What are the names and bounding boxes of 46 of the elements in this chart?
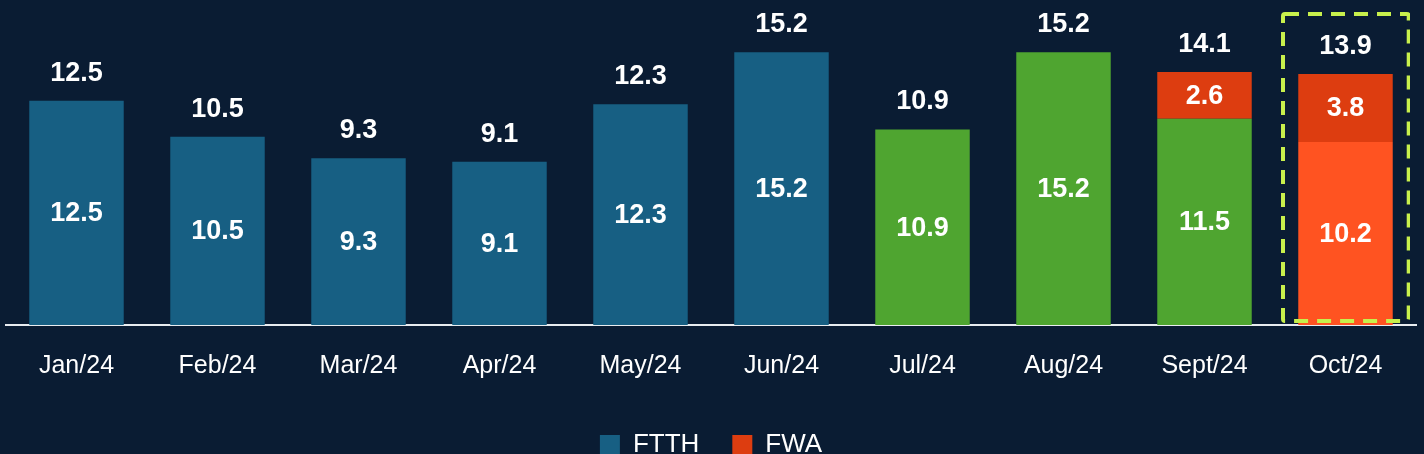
legend-label: FWA: [765, 428, 823, 454]
bar: [593, 104, 688, 325]
total-label: 9.1: [480, 117, 519, 148]
data-label: 10.9: [896, 211, 949, 242]
data-label: 12.3: [614, 199, 667, 230]
x-tick-label: Aug/24: [1023, 349, 1104, 378]
x-tick-label: Oct/24: [1308, 349, 1383, 378]
data-label: 2.6: [1185, 79, 1224, 110]
data-label: 10.2: [1319, 217, 1372, 248]
total-label: 15.2: [1037, 8, 1090, 39]
total-label: 12.3: [614, 60, 667, 91]
x-tick-label: Feb/24: [178, 349, 257, 378]
bar: [1298, 73, 1393, 143]
data-label: 10.5: [191, 215, 244, 246]
x-tick-label: Jul/24: [889, 349, 956, 378]
total-label: 15.2: [755, 8, 808, 39]
data-label: 15.2: [755, 173, 808, 204]
total-label: 12.5: [50, 56, 103, 87]
total-label: 10.5: [191, 92, 244, 123]
bar: [875, 129, 970, 325]
bar: [1298, 142, 1393, 325]
bar: [1157, 72, 1252, 119]
total-label: 13.9: [1319, 29, 1372, 60]
x-tick-label: Sept/24: [1161, 349, 1248, 378]
data-label: 9.1: [480, 227, 519, 258]
bar: [311, 158, 406, 325]
bar: [1157, 118, 1252, 325]
x-tick-label: May/24: [599, 349, 682, 378]
bar: [734, 52, 829, 325]
bar: [29, 100, 124, 325]
total-label: 14.1: [1178, 28, 1231, 59]
x-tick-label: Apr/24: [462, 349, 537, 378]
total-label: 9.3: [339, 114, 378, 145]
bar: [452, 161, 547, 325]
data-label: 3.8: [1326, 92, 1365, 123]
bar: [170, 136, 265, 325]
total-label: 10.9: [896, 85, 949, 116]
data-label: 15.2: [1037, 173, 1090, 204]
x-tick-label: Jan/24: [38, 349, 115, 378]
x-tick-label: Mar/24: [319, 349, 398, 378]
x-tick-label: Jun/24: [743, 349, 820, 378]
legend-label: FTTH: [632, 428, 700, 454]
data-label: 11.5: [1178, 206, 1231, 237]
data-label: 9.3: [339, 226, 378, 257]
bar: [1016, 52, 1111, 325]
data-label: 12.5: [50, 197, 103, 228]
